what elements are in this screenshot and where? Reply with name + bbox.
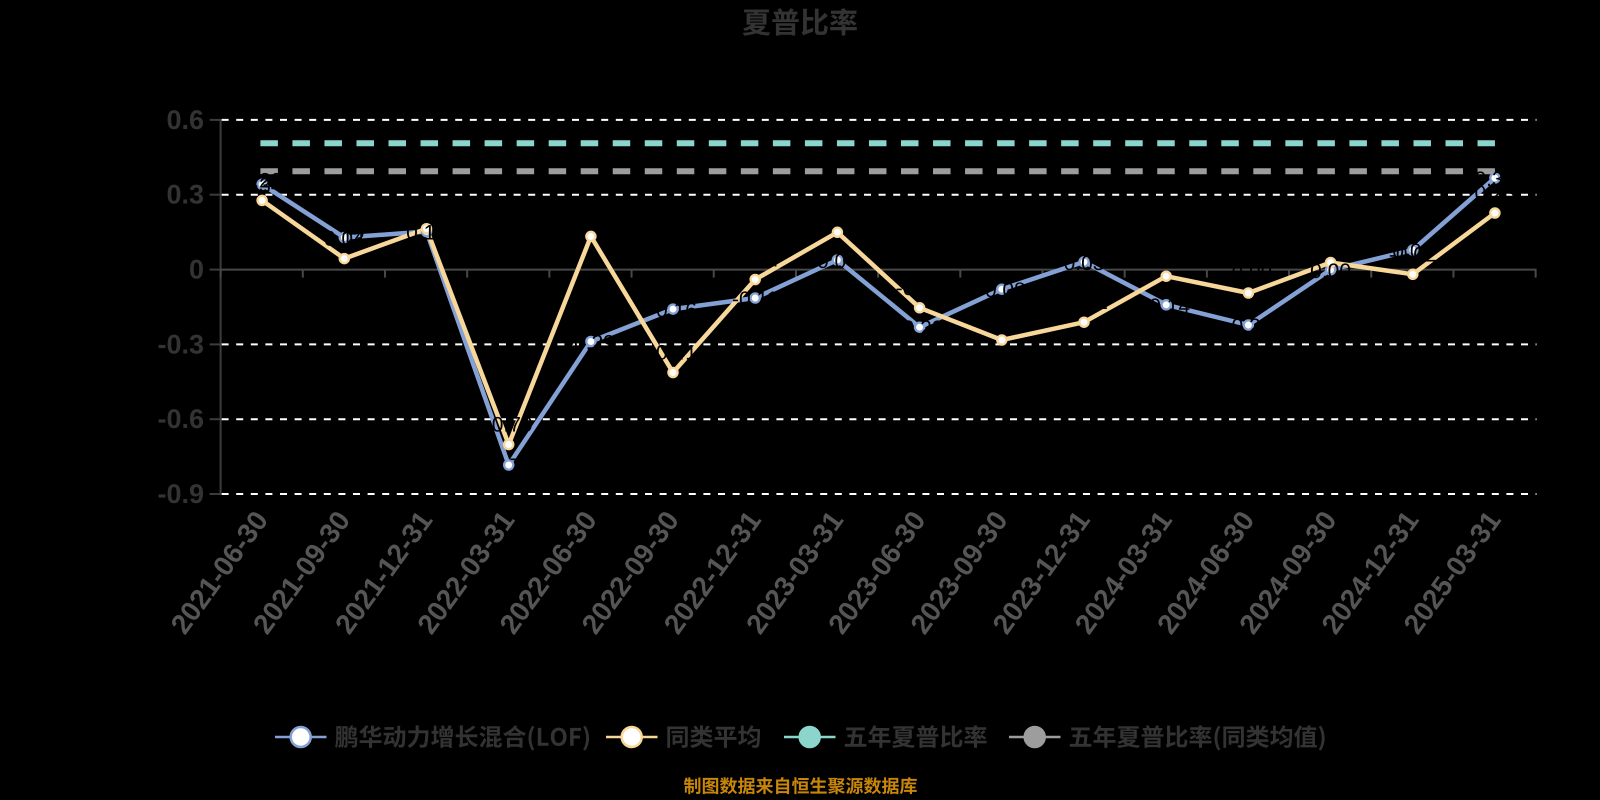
- svg-text:-0.3: -0.3: [157, 329, 204, 359]
- svg-text:0.13: 0.13: [570, 205, 611, 228]
- svg-text:-0.9: -0.9: [157, 479, 204, 509]
- svg-text:0.15: 0.15: [817, 201, 858, 224]
- svg-text:0.03: 0.03: [1310, 232, 1351, 255]
- svg-text:-0.16: -0.16: [649, 299, 697, 322]
- svg-text:0.13: 0.13: [324, 228, 365, 251]
- svg-text:0.15: 0.15: [406, 222, 447, 245]
- svg-text:0.04: 0.04: [324, 228, 365, 251]
- svg-text:0.6: 0.6: [166, 105, 204, 135]
- svg-text:0.28: 0.28: [242, 169, 283, 192]
- svg-text:0.00: 0.00: [1310, 260, 1351, 283]
- svg-text:-0.21: -0.21: [1060, 291, 1108, 314]
- svg-text:0.37: 0.37: [1474, 168, 1515, 191]
- svg-text:-0.23: -0.23: [896, 317, 944, 340]
- svg-text:0.34: 0.34: [242, 174, 283, 197]
- svg-text:-0.41: -0.41: [649, 342, 697, 365]
- svg-text:-0.78: -0.78: [485, 455, 533, 478]
- svg-text:-0.09: -0.09: [1224, 262, 1272, 285]
- svg-text:0.08: 0.08: [1392, 240, 1433, 263]
- svg-text:-0.22: -0.22: [1224, 315, 1272, 338]
- svg-text:0.3: 0.3: [166, 180, 204, 210]
- svg-text:0.04: 0.04: [817, 250, 858, 273]
- svg-text:0.23: 0.23: [1474, 182, 1515, 205]
- svg-text:-0.02: -0.02: [1389, 243, 1437, 266]
- svg-text:0.03: 0.03: [1064, 252, 1105, 275]
- svg-text:-0.6: -0.6: [157, 404, 204, 434]
- svg-text:-0.11: -0.11: [732, 288, 778, 311]
- svg-text:-0.08: -0.08: [978, 279, 1026, 302]
- svg-text:-0.03: -0.03: [1142, 245, 1190, 268]
- svg-text:-0.70: -0.70: [485, 414, 533, 437]
- svg-text:0: 0: [189, 255, 204, 285]
- svg-text:-0.15: -0.15: [896, 277, 944, 300]
- svg-text:-0.14: -0.14: [1142, 295, 1190, 318]
- svg-text:0.16: 0.16: [406, 198, 447, 221]
- svg-text:-0.04: -0.04: [731, 249, 779, 272]
- svg-text:-0.29: -0.29: [567, 332, 615, 355]
- svg-text:-0.28: -0.28: [978, 309, 1026, 332]
